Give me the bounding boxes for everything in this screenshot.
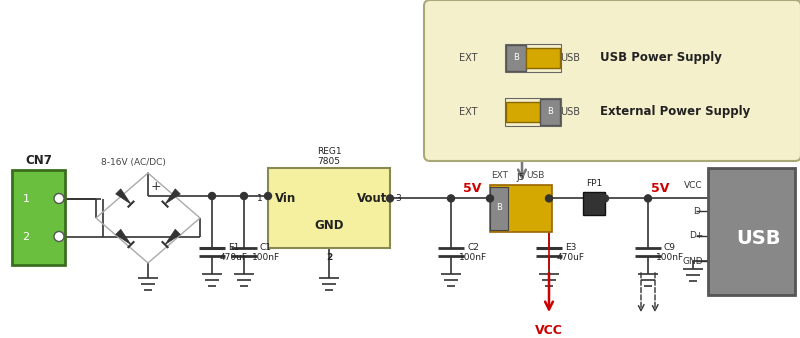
- Text: 5V: 5V: [463, 182, 481, 195]
- Text: +: +: [150, 180, 162, 193]
- Bar: [540, 99, 560, 125]
- Bar: [268, 168, 390, 248]
- Polygon shape: [116, 189, 131, 204]
- Text: B: B: [547, 107, 553, 117]
- Text: 2: 2: [326, 254, 332, 263]
- Text: 100nF: 100nF: [252, 254, 280, 263]
- Circle shape: [265, 193, 271, 199]
- Text: External Power Supply: External Power Supply: [600, 105, 750, 119]
- Text: B: B: [496, 203, 502, 213]
- Bar: [526, 48, 560, 68]
- FancyBboxPatch shape: [424, 0, 800, 161]
- Text: VCC: VCC: [535, 323, 563, 337]
- Text: EXT: EXT: [458, 107, 478, 117]
- Text: D+: D+: [689, 232, 703, 241]
- Text: 100nF: 100nF: [656, 254, 684, 263]
- Text: 100nF: 100nF: [459, 254, 487, 263]
- Text: 3: 3: [395, 194, 401, 203]
- Text: 1: 1: [22, 193, 30, 203]
- Text: EXT: EXT: [491, 170, 509, 179]
- Text: USB: USB: [560, 107, 580, 117]
- Polygon shape: [165, 189, 180, 204]
- Text: USB: USB: [560, 53, 580, 63]
- Bar: [506, 102, 540, 122]
- Text: EXT: EXT: [458, 53, 478, 63]
- Text: J5: J5: [517, 172, 525, 182]
- Bar: [506, 45, 526, 71]
- Text: 470uF: 470uF: [220, 254, 248, 263]
- Circle shape: [54, 232, 64, 241]
- Text: GND: GND: [314, 219, 344, 232]
- Polygon shape: [116, 230, 131, 245]
- Text: CN7: CN7: [25, 153, 52, 167]
- Text: E1: E1: [228, 243, 240, 252]
- Text: Vin: Vin: [275, 192, 297, 205]
- Text: Vout: Vout: [357, 192, 387, 205]
- Bar: [505, 44, 561, 72]
- Text: USB: USB: [526, 170, 544, 179]
- Circle shape: [241, 193, 247, 199]
- Bar: [490, 185, 552, 232]
- Circle shape: [209, 193, 215, 199]
- Bar: [708, 168, 795, 295]
- Text: FP1: FP1: [586, 179, 602, 189]
- Text: 5V: 5V: [651, 182, 669, 195]
- Bar: [583, 192, 605, 215]
- Circle shape: [645, 195, 651, 202]
- Text: C1: C1: [260, 243, 272, 252]
- Text: USB: USB: [737, 230, 782, 248]
- Text: 1: 1: [257, 194, 263, 203]
- Bar: [12, 170, 65, 265]
- Text: D-: D-: [693, 207, 703, 216]
- Text: 8-16V (AC/DC): 8-16V (AC/DC): [101, 158, 166, 167]
- Circle shape: [447, 195, 454, 202]
- Circle shape: [486, 195, 494, 202]
- Polygon shape: [165, 230, 180, 245]
- Text: REG1: REG1: [317, 147, 342, 156]
- Text: B: B: [513, 53, 519, 63]
- Circle shape: [386, 195, 394, 202]
- Text: 2: 2: [22, 232, 30, 241]
- Circle shape: [602, 195, 609, 202]
- Bar: [505, 98, 561, 126]
- Bar: [490, 187, 508, 230]
- Text: 7805: 7805: [318, 158, 341, 167]
- Circle shape: [54, 193, 64, 203]
- Text: GND: GND: [682, 257, 703, 266]
- Text: E3: E3: [566, 243, 577, 252]
- Circle shape: [546, 195, 553, 202]
- Text: C2: C2: [467, 243, 479, 252]
- Text: C9: C9: [664, 243, 676, 252]
- Text: VCC: VCC: [684, 182, 703, 191]
- Text: 470uF: 470uF: [557, 254, 585, 263]
- Text: USB Power Supply: USB Power Supply: [600, 51, 722, 65]
